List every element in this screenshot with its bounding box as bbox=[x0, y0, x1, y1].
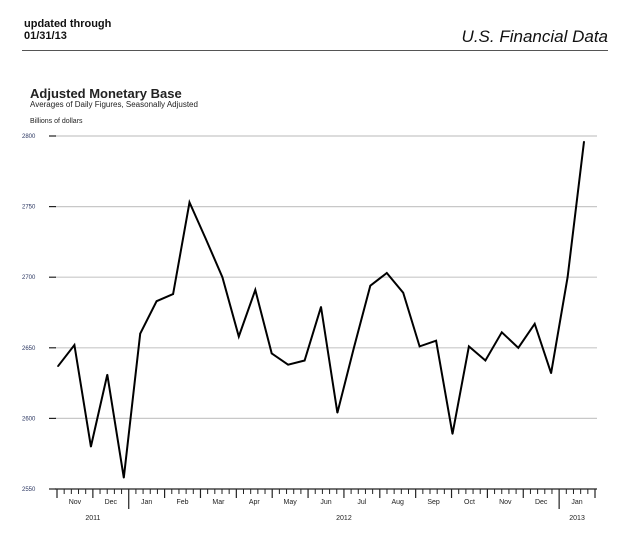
month-label: May bbox=[284, 499, 298, 506]
y-tick-label: 2800 bbox=[22, 134, 36, 140]
data-point bbox=[402, 291, 404, 294]
chart-title: Adjusted Monetary Base bbox=[30, 86, 182, 101]
data-point bbox=[468, 345, 470, 348]
data-point bbox=[73, 344, 76, 346]
month-label: Jul bbox=[357, 499, 366, 506]
data-point bbox=[451, 433, 454, 435]
y-tick-label: 2700 bbox=[22, 275, 36, 281]
y-tick-label: 2750 bbox=[22, 205, 36, 211]
updated-date: 01/31/13 bbox=[24, 30, 67, 42]
month-label: Jun bbox=[320, 499, 331, 506]
data-point bbox=[336, 411, 339, 414]
month-label: Mar bbox=[212, 499, 225, 506]
data-point bbox=[205, 238, 207, 240]
header-divider bbox=[22, 50, 608, 51]
y-axis-label: Billions of dollars bbox=[30, 118, 83, 125]
month-label: Jan bbox=[141, 499, 152, 506]
data-point bbox=[501, 331, 503, 334]
year-label: 2012 bbox=[336, 515, 352, 522]
data-point bbox=[435, 339, 437, 342]
data-point bbox=[583, 140, 585, 143]
month-label: Nov bbox=[69, 499, 82, 506]
data-point bbox=[172, 293, 174, 295]
y-tick-label: 2650 bbox=[22, 346, 36, 352]
series-line bbox=[57, 141, 585, 478]
updated-through: updated through 01/31/13 bbox=[24, 18, 111, 42]
updated-label: updated through bbox=[24, 18, 112, 30]
month-label: Nov bbox=[499, 499, 512, 506]
y-tick-label: 2600 bbox=[22, 416, 36, 422]
month-label: Dec bbox=[535, 499, 548, 506]
data-point bbox=[122, 476, 125, 479]
data-point bbox=[238, 335, 240, 338]
month-label: Oct bbox=[464, 499, 475, 506]
data-point bbox=[484, 359, 487, 362]
data-point bbox=[90, 445, 92, 448]
month-label: Dec bbox=[105, 499, 118, 506]
data-point bbox=[155, 300, 158, 303]
month-label: Jan bbox=[571, 499, 582, 506]
data-point bbox=[385, 272, 388, 274]
data-point bbox=[418, 345, 421, 348]
data-point bbox=[303, 359, 306, 362]
month-label: Apr bbox=[249, 499, 261, 506]
month-label: Aug bbox=[391, 499, 404, 506]
data-point bbox=[221, 276, 224, 279]
data-point bbox=[139, 332, 141, 335]
data-point bbox=[188, 201, 191, 204]
data-point bbox=[320, 306, 322, 308]
data-point bbox=[254, 289, 257, 291]
data-point bbox=[287, 363, 289, 366]
data-point bbox=[533, 322, 536, 325]
year-label: 2013 bbox=[569, 515, 585, 522]
data-point bbox=[369, 284, 372, 287]
data-point bbox=[353, 347, 355, 349]
data-point bbox=[517, 347, 520, 349]
data-point bbox=[550, 372, 552, 375]
data-point bbox=[106, 373, 109, 376]
y-tick-label: 2550 bbox=[22, 487, 36, 493]
data-point bbox=[270, 352, 273, 355]
data-point bbox=[57, 365, 59, 367]
brand-title: U.S. Financial Data bbox=[461, 27, 608, 46]
month-label: Feb bbox=[177, 499, 189, 506]
chart-subtitle: Averages of Daily Figures, Seasonally Ad… bbox=[30, 100, 198, 109]
data-point bbox=[566, 276, 569, 279]
month-label: Sep bbox=[427, 499, 440, 506]
year-label: 2011 bbox=[85, 515, 100, 522]
